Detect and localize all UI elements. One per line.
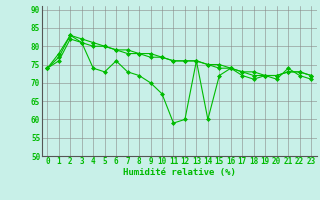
X-axis label: Humidité relative (%): Humidité relative (%) <box>123 168 236 177</box>
